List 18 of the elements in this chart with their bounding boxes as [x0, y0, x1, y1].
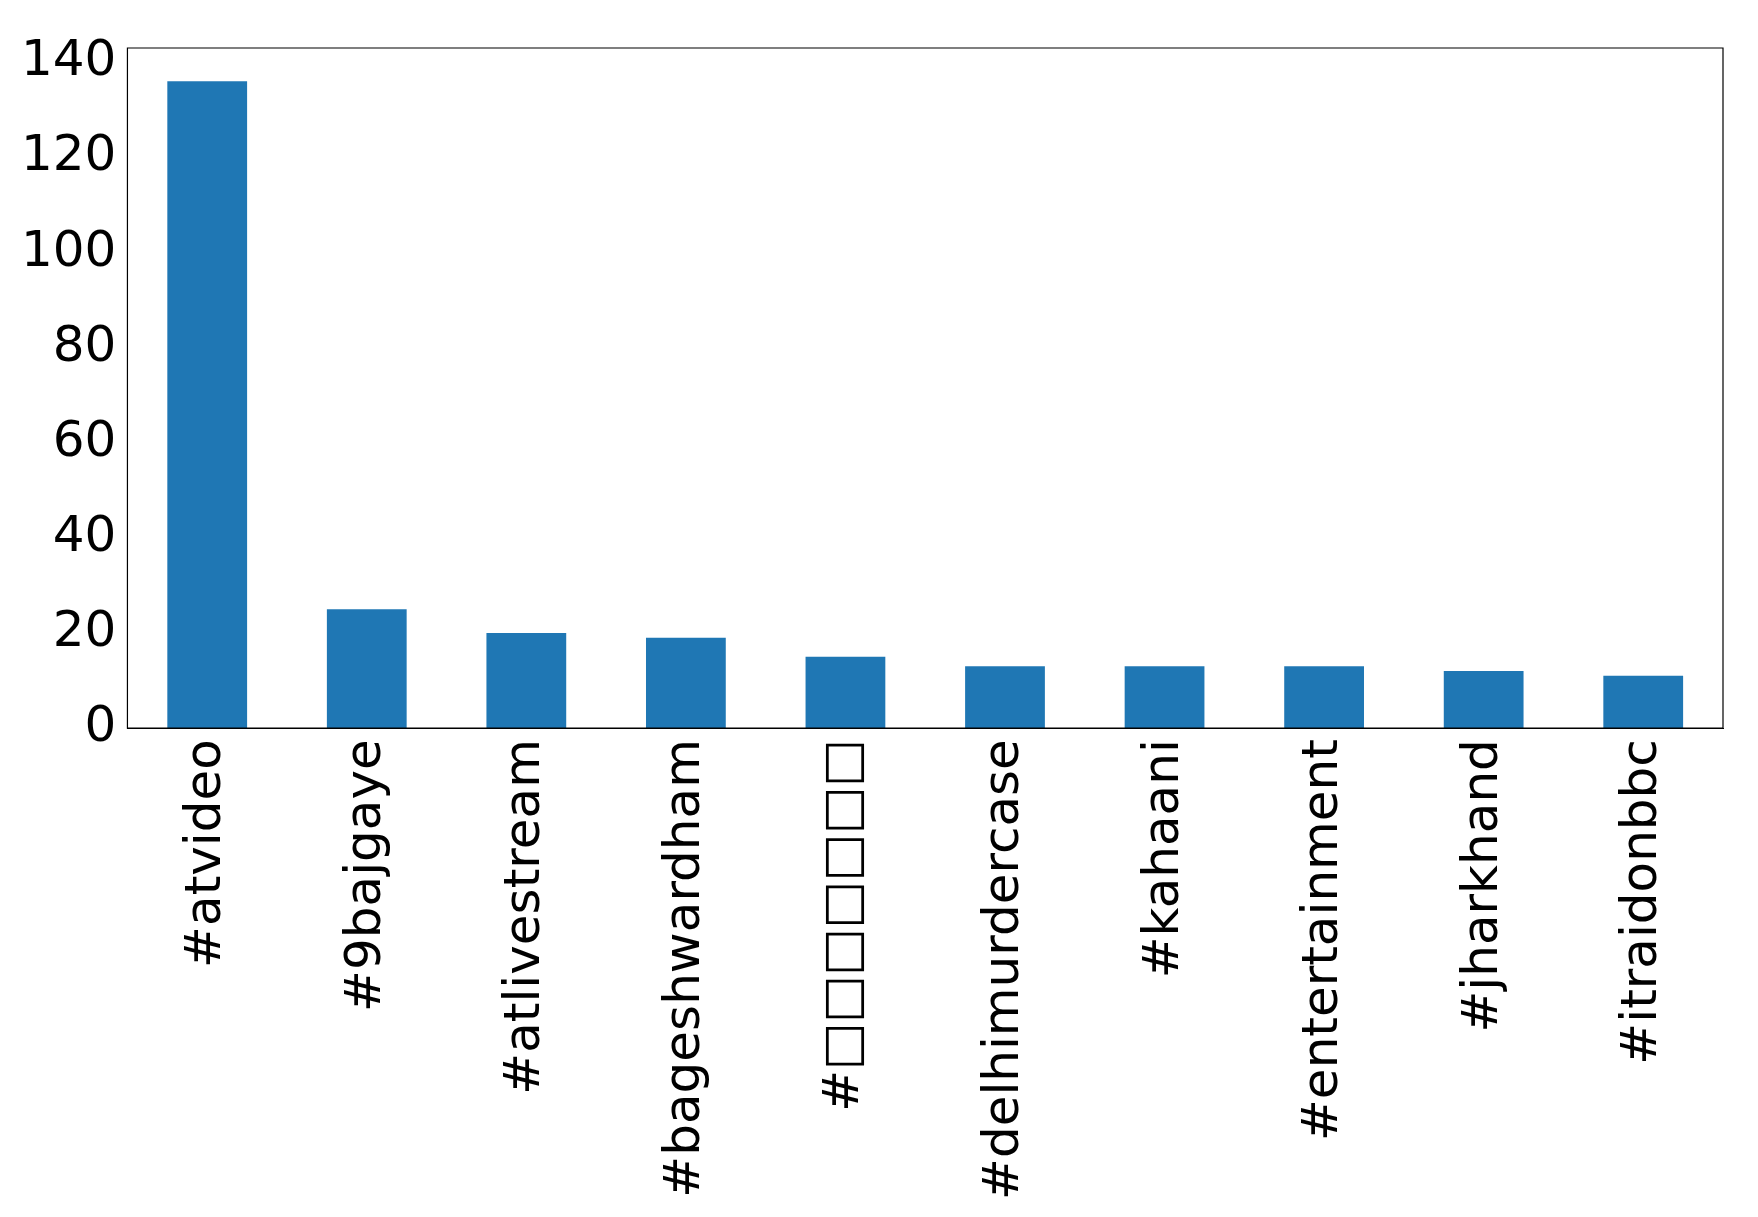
- y-tick-label: 40: [52, 504, 117, 563]
- x-tick-label: #jharkhand: [1450, 739, 1509, 1033]
- y-tick-label: 20: [52, 600, 117, 659]
- x-tick-label: #kahaani: [1131, 739, 1190, 979]
- x-tick-label: #entertainment: [1291, 739, 1350, 1142]
- y-tick-label: 0: [84, 695, 117, 754]
- y-tick-label: 140: [21, 29, 117, 88]
- y-tick-label: 120: [21, 124, 117, 183]
- x-tick-label: #□□□□□□□: [812, 739, 871, 1112]
- x-tick-label: #atlivestream: [493, 739, 552, 1095]
- x-tick-label: #bageshwardham: [652, 739, 711, 1198]
- y-tick-label: 60: [52, 409, 117, 468]
- x-tick-label: #atvideo: [174, 739, 233, 968]
- x-tick-label: #delhimurdercase: [971, 739, 1030, 1200]
- y-tick-label: 100: [21, 219, 117, 278]
- x-tick-label: #9bajgaye: [333, 739, 392, 1012]
- x-tick-label: #itraidonbbc: [1610, 739, 1669, 1065]
- y-tick-label: 80: [52, 314, 117, 373]
